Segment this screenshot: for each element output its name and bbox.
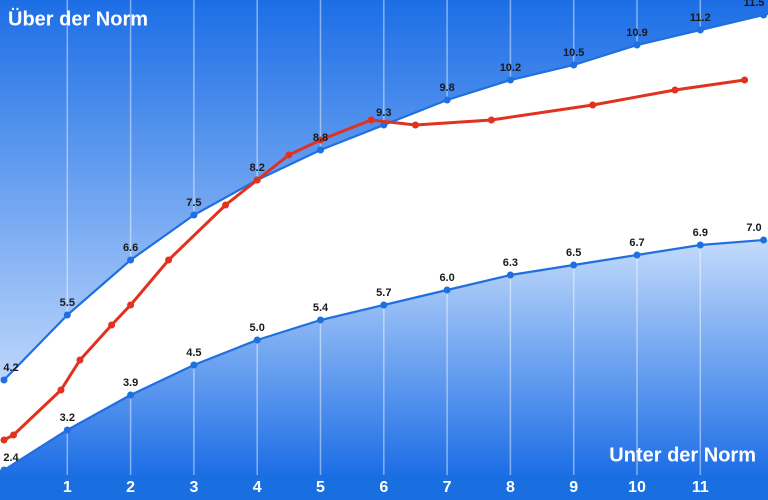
data-point [570,261,578,269]
data-point [671,86,679,94]
x-tick-label: 3 [189,479,198,496]
x-tick-label: 11 [692,479,709,496]
data-label: 5.0 [250,322,265,334]
data-label: 10.5 [563,47,584,59]
data-point [76,356,84,364]
data-point [317,146,324,154]
annotation: Über der Norm [8,7,148,30]
data-point [317,316,324,324]
data-label: 8.2 [250,162,265,174]
data-point [570,61,578,69]
data-point [443,96,451,104]
data-point [380,301,388,309]
data-point [506,76,514,84]
data-label: 6.0 [439,272,454,284]
data-label: 11.2 [690,12,711,24]
lower-zone [0,240,768,475]
data-point [760,236,768,244]
data-label: 6.5 [566,247,581,259]
x-tick-label: 6 [379,479,388,496]
data-label: 6.3 [503,257,518,269]
data-point [285,151,293,159]
x-tick-label: 9 [569,479,578,496]
data-point [411,121,419,129]
data-label: 4.5 [186,347,201,359]
data-point [696,26,704,34]
data-point [367,116,375,124]
data-point [253,336,261,344]
data-point [443,286,451,294]
data-label: 11.5 [744,0,765,9]
data-point [190,211,198,219]
x-tick-label: 4 [253,479,262,496]
data-point [0,466,8,474]
data-point [696,241,704,249]
data-point [127,391,135,399]
data-label: 6.7 [629,237,644,249]
data-point [487,116,495,124]
x-tick-label: 10 [628,479,646,496]
data-point [63,311,71,319]
data-label: 10.2 [500,62,521,74]
data-label: 10.9 [626,27,647,39]
data-label: 7.5 [186,197,201,209]
data-point [190,361,198,369]
data-point [760,11,768,19]
data-label: 2.4 [3,452,19,464]
data-label: 9.8 [439,82,454,94]
data-point [9,431,17,439]
x-tick-label: 2 [126,479,135,496]
data-point [57,386,65,394]
data-label: 5.7 [376,287,391,299]
data-label: 8.8 [313,132,328,144]
data-point [741,76,749,84]
data-label: 3.9 [123,377,138,389]
data-point [0,436,8,444]
data-point [63,426,71,434]
data-point [127,301,135,309]
x-tick-label: 7 [443,479,452,496]
data-label: 5.5 [60,297,75,309]
data-label: 7.0 [746,222,761,234]
data-label: 4.2 [3,362,18,374]
data-label: 6.9 [693,227,708,239]
data-point [317,136,324,144]
data-label: 6.6 [123,242,138,254]
annotation: Unter der Norm [609,444,756,466]
data-point [127,256,135,264]
data-point [165,256,173,264]
x-tick-label: 8 [506,479,515,496]
data-point [222,201,230,209]
data-point [253,176,261,184]
data-point [589,101,597,109]
data-point [380,121,388,129]
x-tick-label: 1 [63,479,72,496]
x-axis-band [0,475,768,500]
upper-zone [0,0,768,380]
data-label: 5.4 [313,302,329,314]
data-point [633,41,641,49]
x-tick-label: 5 [316,479,325,496]
data-point [108,321,116,329]
data-point [506,271,514,279]
data-label: 9.3 [376,107,391,119]
data-label: 3.2 [60,412,75,424]
data-point [0,376,8,384]
data-point [633,251,641,259]
